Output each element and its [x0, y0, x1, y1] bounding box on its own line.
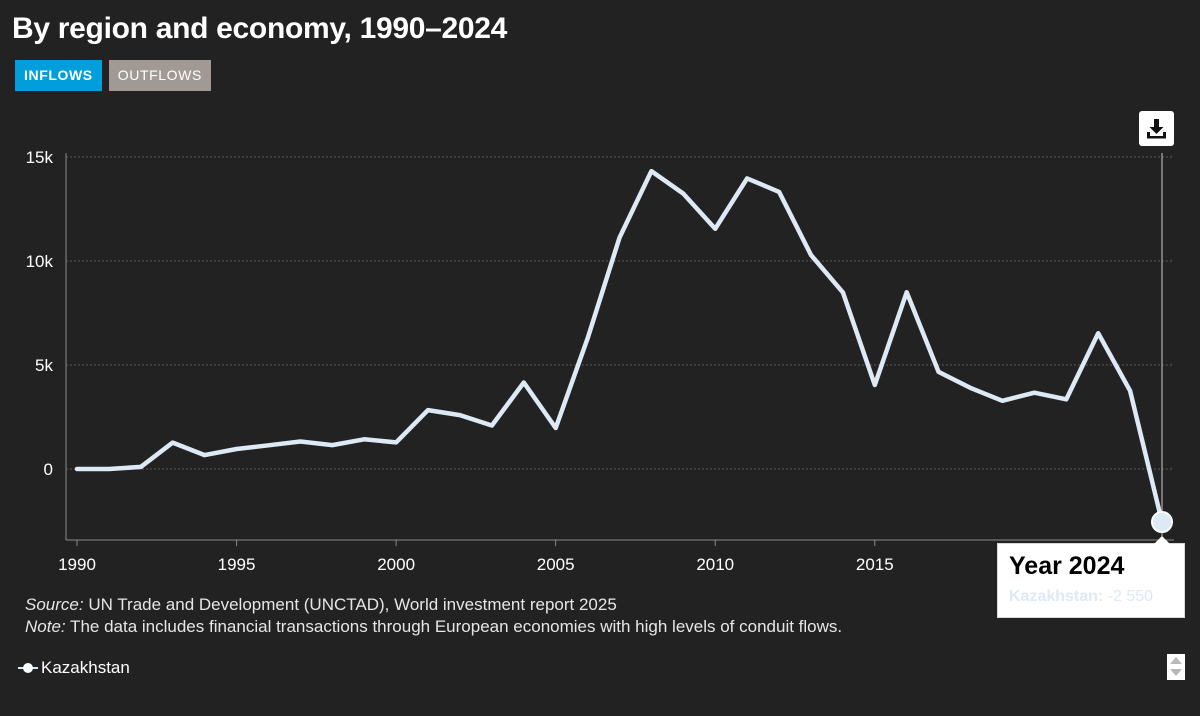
legend-label: Kazakhstan: [41, 658, 130, 677]
download-button[interactable]: [1139, 111, 1174, 146]
tooltip-value: -2 550: [1107, 588, 1154, 605]
note-lead: Note:: [25, 617, 66, 636]
tab-outflows[interactable]: OUTFLOWS: [108, 60, 211, 91]
y-tick-label: 0: [44, 460, 53, 479]
data-tooltip: Year 2024 Kazakhstan: -2 550: [997, 536, 1185, 618]
y-tick-label: 15k: [26, 148, 54, 167]
chart-title: By region and economy, 1990–2024: [12, 12, 508, 45]
y-tick-label: 10k: [26, 252, 54, 271]
download-icon: [1147, 119, 1166, 139]
series-line-kazakhstan: [74, 168, 1165, 525]
highlighted-data-point[interactable]: [1151, 511, 1173, 534]
x-tick-label: 2010: [696, 555, 734, 574]
x-tick-label: 2000: [377, 555, 415, 574]
chevron-up-icon[interactable]: [1170, 657, 1182, 664]
chevron-down-icon[interactable]: [1170, 669, 1182, 676]
source-text: UN Trade and Development (UNCTAD), World…: [83, 595, 617, 614]
tooltip-row: Kazakhstan: -2 550: [1009, 588, 1153, 606]
tooltip-series-label: Kazakhstan:: [1009, 588, 1104, 605]
tab-inflows[interactable]: INFLOWS: [15, 60, 102, 91]
chart-notes: Source: UN Trade and Development (UNCTAD…: [25, 594, 842, 638]
legend-swatch: [18, 662, 38, 674]
tooltip-year: Year 2024: [1009, 552, 1125, 580]
legend-item-kazakhstan[interactable]: Kazakhstan: [18, 657, 130, 679]
y-tick-label: 5k: [35, 356, 53, 375]
x-tick-label: 2015: [856, 555, 894, 574]
x-tick-label: 1990: [58, 555, 96, 574]
note-text: The data includes financial transactions…: [65, 617, 843, 636]
legend-scroller[interactable]: [1167, 654, 1185, 680]
source-line: Source: UN Trade and Development (UNCTAD…: [25, 594, 842, 616]
x-tick-label: 1995: [218, 555, 256, 574]
note-line: Note: The data includes financial transa…: [25, 616, 842, 638]
source-lead: Source:: [25, 595, 84, 614]
flow-tabs: INFLOWS OUTFLOWS: [15, 60, 211, 91]
x-tick-label: 2005: [537, 555, 575, 574]
